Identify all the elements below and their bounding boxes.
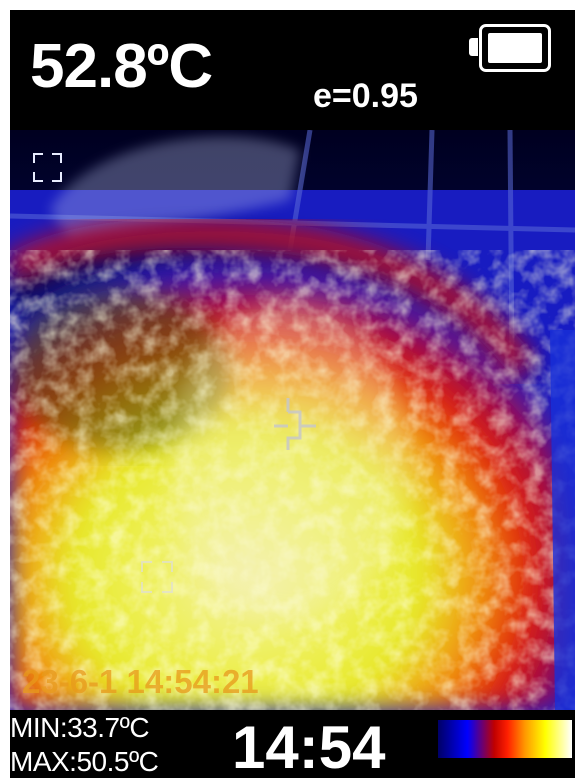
color-palette-scale	[438, 720, 572, 758]
thermal-camera-screen: 52.8ºC e=0.95	[10, 10, 575, 778]
cool-edge	[550, 330, 575, 710]
hotspot-highlight	[170, 300, 410, 620]
battery-terminal	[469, 38, 478, 56]
battery-level-fill	[488, 33, 542, 63]
center-crosshair-icon	[274, 398, 316, 450]
capture-timestamp: 23-6-1 14:54:21	[22, 663, 259, 700]
thermal-image-view: 23-6-1 14:54:21	[10, 130, 575, 710]
center-temperature-readout: 52.8ºC	[30, 32, 213, 101]
max-temperature: MAX:50.5ºC	[10, 746, 159, 777]
battery-body	[479, 24, 551, 72]
status-footer: MIN:33.7ºC MAX:50.5ºC 14:54	[10, 710, 575, 778]
thermal-image	[10, 130, 575, 710]
ghost-object	[50, 136, 300, 240]
emissivity-value: e=0.95	[313, 77, 418, 115]
battery-full-icon	[469, 24, 554, 72]
clock: 14:54	[232, 714, 386, 778]
min-temperature: MIN:33.7ºC	[10, 712, 150, 743]
min-spot-marker-icon	[141, 561, 173, 593]
status-header: 52.8ºC e=0.95	[10, 10, 575, 130]
max-spot-marker-icon	[33, 153, 62, 182]
